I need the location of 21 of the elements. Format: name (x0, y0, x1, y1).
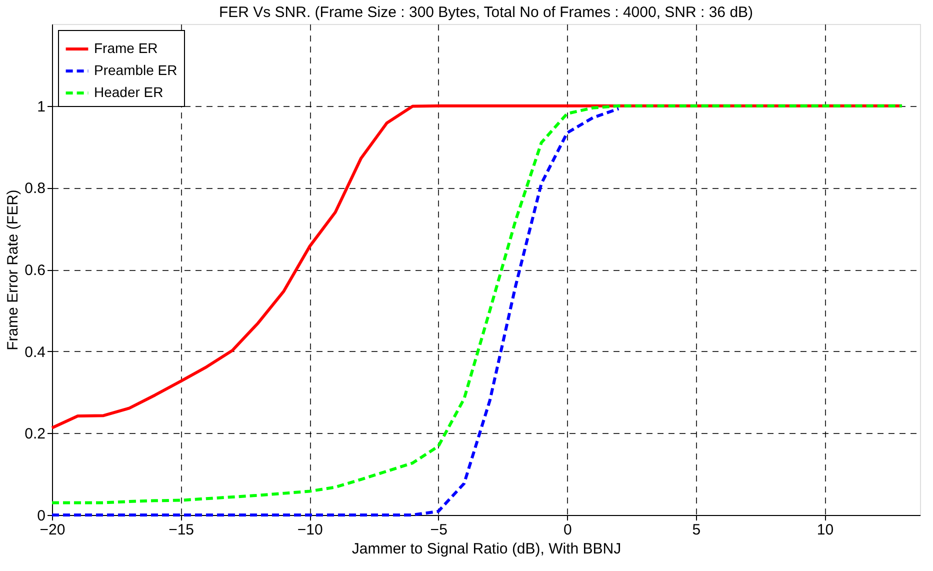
x-tick-label: −5 (430, 522, 448, 538)
x-tick-label: −15 (168, 522, 194, 538)
legend-label: Frame ER (94, 40, 158, 56)
line-series (50, 104, 904, 504)
x-tick-label: 5 (692, 522, 701, 538)
y-tick-label: 0 (37, 508, 46, 524)
legend-label: Preamble ER (94, 62, 178, 78)
y-tick-label: 0.2 (24, 426, 46, 443)
x-tick-label: −10 (297, 522, 323, 538)
x-axis-title: Jammer to Signal Ratio (dB), With BBNJ (352, 540, 622, 558)
y-tick-label: 1 (37, 98, 46, 116)
x-tick-label: 10 (816, 522, 834, 538)
y-tick-label: 0.8 (24, 180, 46, 198)
y-axis-title: Frame Error Rate (FER) (4, 190, 22, 350)
line-series (50, 107, 620, 516)
x-tick-label: −20 (40, 522, 66, 538)
y-tick-label: 0.6 (24, 262, 46, 279)
chart-title: FER Vs SNR. (Frame Size : 300 Bytes, Total No of Frames : 4000, SNR : 36 dB) (218, 4, 754, 21)
legend-label: Header ER (94, 84, 164, 100)
y-tick-label: 0.4 (24, 344, 46, 361)
x-tick-label: 0 (563, 522, 572, 538)
